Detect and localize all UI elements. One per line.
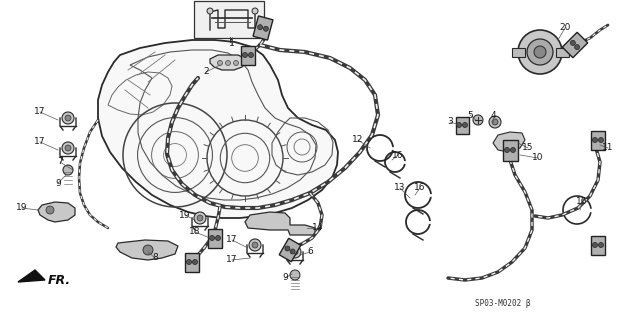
Text: 8: 8 xyxy=(152,254,158,263)
Text: 2: 2 xyxy=(203,68,209,77)
Text: 9: 9 xyxy=(55,179,61,188)
Text: 12: 12 xyxy=(352,136,364,145)
Circle shape xyxy=(264,26,268,31)
FancyBboxPatch shape xyxy=(556,48,568,56)
Text: 4: 4 xyxy=(490,112,496,121)
Circle shape xyxy=(143,245,153,255)
Circle shape xyxy=(65,145,71,151)
Circle shape xyxy=(252,8,258,14)
FancyBboxPatch shape xyxy=(511,48,525,56)
Text: 15: 15 xyxy=(522,144,534,152)
Circle shape xyxy=(243,53,248,57)
Circle shape xyxy=(518,30,562,74)
Circle shape xyxy=(289,246,301,258)
FancyBboxPatch shape xyxy=(253,16,273,40)
Circle shape xyxy=(252,242,258,248)
Circle shape xyxy=(456,122,461,128)
Circle shape xyxy=(290,249,295,254)
Circle shape xyxy=(575,45,580,50)
Text: 17: 17 xyxy=(227,235,237,244)
Polygon shape xyxy=(38,202,75,222)
FancyBboxPatch shape xyxy=(279,238,301,262)
Text: 18: 18 xyxy=(189,227,201,236)
FancyBboxPatch shape xyxy=(502,139,518,160)
Circle shape xyxy=(193,259,198,264)
FancyBboxPatch shape xyxy=(208,228,222,248)
Circle shape xyxy=(463,122,467,128)
FancyBboxPatch shape xyxy=(591,130,605,150)
Circle shape xyxy=(473,115,483,125)
Circle shape xyxy=(216,235,221,241)
Circle shape xyxy=(194,212,206,224)
Circle shape xyxy=(593,137,598,143)
FancyBboxPatch shape xyxy=(563,32,588,58)
Circle shape xyxy=(46,206,54,214)
Circle shape xyxy=(534,46,546,58)
Polygon shape xyxy=(210,55,246,70)
Circle shape xyxy=(290,270,300,280)
Text: SP03-M0202 β: SP03-M0202 β xyxy=(475,299,531,308)
Polygon shape xyxy=(493,132,525,152)
Circle shape xyxy=(62,142,74,154)
Circle shape xyxy=(285,246,290,251)
Text: 20: 20 xyxy=(559,24,571,33)
Circle shape xyxy=(63,165,73,175)
Circle shape xyxy=(225,61,230,65)
Text: FR.: FR. xyxy=(48,273,71,286)
Text: 1: 1 xyxy=(229,40,235,48)
Text: 11: 11 xyxy=(602,144,614,152)
Polygon shape xyxy=(116,240,178,260)
Circle shape xyxy=(492,119,498,125)
Text: 13: 13 xyxy=(394,183,406,192)
Text: 7: 7 xyxy=(57,158,63,167)
Circle shape xyxy=(209,235,214,241)
Circle shape xyxy=(249,239,261,251)
Circle shape xyxy=(598,137,604,143)
Text: 17: 17 xyxy=(35,137,45,146)
FancyBboxPatch shape xyxy=(194,1,264,38)
Circle shape xyxy=(207,8,213,14)
Circle shape xyxy=(218,61,223,65)
Text: 3: 3 xyxy=(447,117,453,127)
Text: 14: 14 xyxy=(312,224,324,233)
Text: 16: 16 xyxy=(414,183,426,192)
Circle shape xyxy=(489,116,501,128)
Circle shape xyxy=(234,61,239,65)
Polygon shape xyxy=(18,270,45,282)
Text: 17: 17 xyxy=(35,108,45,116)
FancyBboxPatch shape xyxy=(591,235,605,255)
Text: 16: 16 xyxy=(392,151,404,160)
Text: 5: 5 xyxy=(467,110,473,120)
Polygon shape xyxy=(98,40,338,218)
Text: 19: 19 xyxy=(179,211,191,219)
Circle shape xyxy=(511,147,515,152)
Circle shape xyxy=(527,39,553,65)
Circle shape xyxy=(570,41,575,45)
Circle shape xyxy=(248,53,253,57)
Circle shape xyxy=(292,249,298,255)
Circle shape xyxy=(62,112,74,124)
Circle shape xyxy=(504,147,509,152)
Text: 16: 16 xyxy=(576,197,588,206)
Text: 6: 6 xyxy=(307,248,313,256)
Text: 17: 17 xyxy=(227,256,237,264)
FancyBboxPatch shape xyxy=(456,116,468,133)
FancyBboxPatch shape xyxy=(185,253,199,271)
Text: 19: 19 xyxy=(16,204,28,212)
Text: 9: 9 xyxy=(282,273,288,283)
Circle shape xyxy=(197,215,203,221)
Circle shape xyxy=(65,115,71,121)
Circle shape xyxy=(258,25,262,30)
FancyBboxPatch shape xyxy=(241,46,255,64)
Circle shape xyxy=(593,242,598,248)
Text: 10: 10 xyxy=(532,153,544,162)
Circle shape xyxy=(598,242,604,248)
Polygon shape xyxy=(245,212,315,235)
Circle shape xyxy=(186,259,191,264)
